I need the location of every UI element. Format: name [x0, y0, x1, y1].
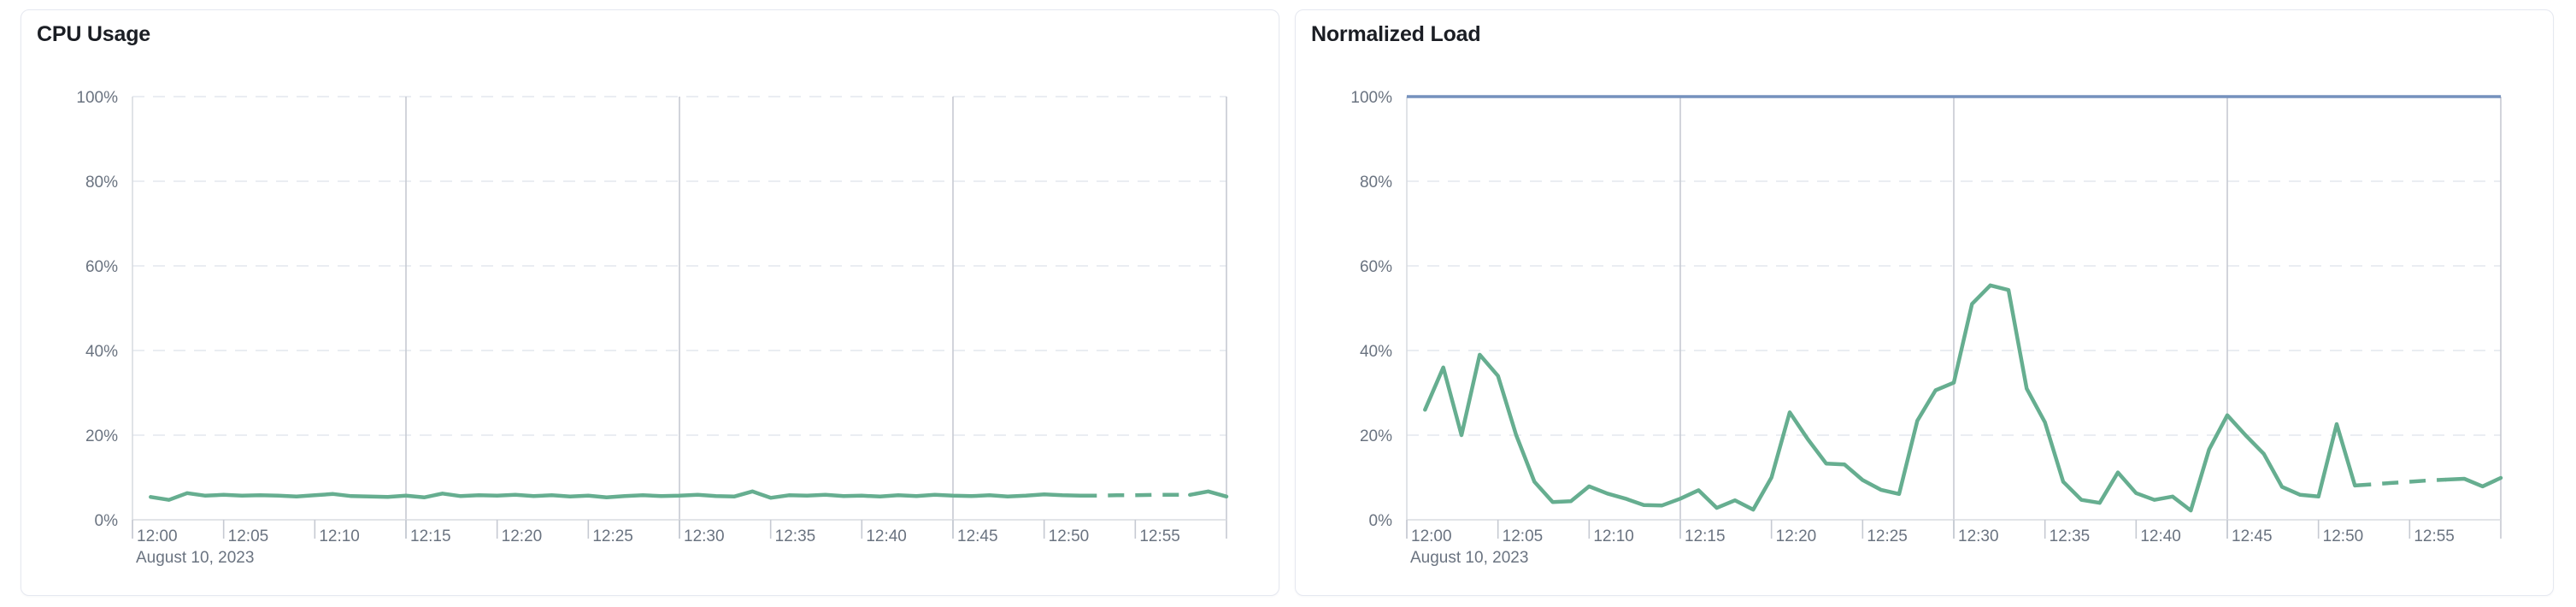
x-tick-label: 12:20	[1776, 527, 1817, 545]
normalized-load-chart[interactable]: 0%20%40%60%80%100%12:00 12:05 12:10 12:15 12…	[1296, 10, 2553, 595]
x-tick-label: 12:00	[1411, 527, 1452, 545]
y-tick-label: 60%	[85, 258, 118, 276]
series-line-projected	[2355, 477, 2447, 488]
x-axis: 12:00 12:05 12:10 12:15 12:20 12:25 12:30 12:35…	[132, 520, 1180, 567]
x-tick-label: 12:10	[1593, 527, 1634, 545]
v-gridlines	[1679, 97, 2502, 539]
x-tick-label: 12:25	[1867, 527, 1908, 545]
x-tick-label: 12:50	[1049, 527, 1090, 545]
y-tick-label: 40%	[85, 343, 118, 361]
plot-area[interactable]	[1407, 97, 2501, 520]
chart-title-cpu-usage: CPU Usage	[37, 22, 150, 46]
plot-area[interactable]	[132, 97, 1226, 520]
y-tick-label: 20%	[1360, 427, 1392, 445]
x-tick-label: 12:05	[228, 527, 269, 545]
series-line	[1423, 283, 2357, 513]
x-tick-label: 12:15	[1685, 527, 1726, 545]
v-gridlines	[405, 97, 1227, 539]
x-tick-label: 12:40	[2140, 527, 2181, 545]
x-tick-label: 12:10	[319, 527, 360, 545]
y-tick-label: 100%	[1350, 89, 1392, 107]
y-tick-label: 60%	[1360, 258, 1392, 276]
y-tick-label: 0%	[1369, 512, 1393, 530]
x-axis-date-label: August 10, 2023	[136, 549, 254, 567]
series-line	[149, 489, 1083, 502]
y-tick-label: 80%	[85, 174, 118, 192]
x-tick-label: 12:15	[410, 527, 451, 545]
normalized-load-card: Normalized Load 0% 20% 40% 60% 80% 100% 12:00 1…	[1295, 9, 2554, 596]
x-axis: 12:00 12:05 12:10 12:15 12:20 12:25 12:30 12:35…	[1406, 520, 2455, 567]
series-normalized-load	[1423, 283, 2503, 513]
cpu-usage-chart[interactable]: 0%20%40%60%80%100%12:00 12:05 12:10 12:15 12…	[21, 10, 1279, 595]
series-line-projected	[1080, 492, 1191, 498]
y-tick-label: 20%	[85, 427, 118, 445]
x-tick-label: 12:35	[775, 527, 816, 545]
series-cpu-usage	[149, 489, 1229, 502]
y-axis: 0% 20% 40% 60% 80% 100%	[76, 89, 1226, 530]
x-tick-label: 12:20	[502, 527, 543, 545]
series-line	[2444, 475, 2503, 489]
x-tick-label: 12:45	[957, 527, 998, 545]
x-axis-date-label: August 10, 2023	[1410, 549, 1528, 567]
x-tick-label: 12:45	[2232, 527, 2273, 545]
x-tick-label: 12:55	[1139, 527, 1180, 545]
series-line	[1188, 489, 1229, 499]
x-tick-label: 12:50	[2323, 527, 2364, 545]
x-tick-label: 12:00	[137, 527, 178, 545]
y-tick-label: 100%	[76, 89, 118, 107]
x-tick-label: 12:30	[1958, 527, 1999, 545]
x-tick-label: 12:55	[2414, 527, 2455, 545]
y-tick-label: 0%	[95, 512, 119, 530]
x-tick-label: 12:40	[866, 527, 907, 545]
x-tick-label: 12:30	[684, 527, 725, 545]
y-tick-label: 80%	[1360, 174, 1392, 192]
x-tick-label: 12:25	[592, 527, 633, 545]
y-tick-label: 40%	[1360, 343, 1392, 361]
cpu-usage-card: CPU Usage 0% 20% 40% 60% 80% 100% 12:00 12:05 12…	[21, 9, 1279, 596]
x-tick-label: 12:35	[2050, 527, 2091, 545]
x-tick-label: 12:05	[1503, 527, 1544, 545]
chart-title-normalized-load: Normalized Load	[1311, 22, 1481, 46]
